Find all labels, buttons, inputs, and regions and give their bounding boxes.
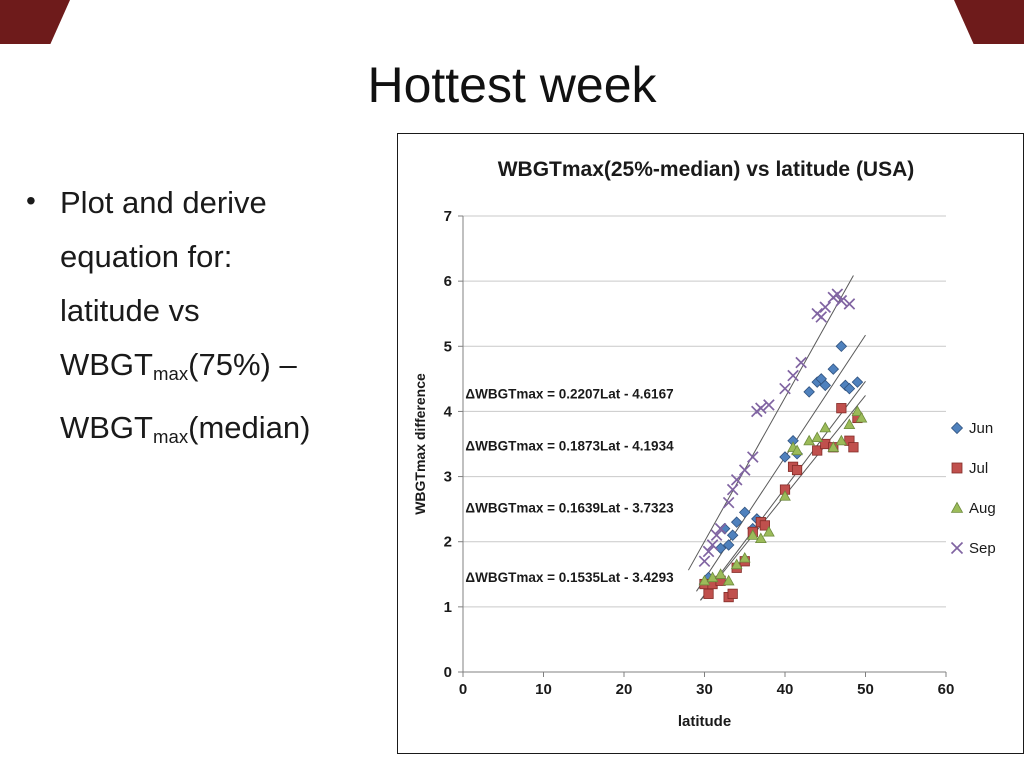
svg-text:ΔWBGTmax = 0.1639Lat - 3.7323: ΔWBGTmax = 0.1639Lat - 3.7323 xyxy=(465,500,674,515)
series-jun xyxy=(698,340,863,590)
svg-text:Aug: Aug xyxy=(969,500,996,517)
legend-item-aug: Aug xyxy=(950,500,996,517)
svg-text:1: 1 xyxy=(443,599,451,616)
svg-text:Jul: Jul xyxy=(969,460,988,477)
svg-text:2: 2 xyxy=(443,534,451,551)
svg-text:60: 60 xyxy=(937,681,954,698)
svg-text:ΔWBGTmax = 0.2207Lat - 4.6167: ΔWBGTmax = 0.2207Lat - 4.6167 xyxy=(465,386,673,401)
legend-item-jun: Jun xyxy=(950,420,993,437)
chart-box: 0 10 20 30 40 50 60 0 1 2 3 4 5 6 7 WBGTmax(25%-median)… xyxy=(397,133,1024,754)
svg-text:50: 50 xyxy=(857,681,874,698)
svg-text:40: 40 xyxy=(776,681,793,698)
svg-text:ΔWBGTmax = 0.1873Lat - 4.1934: ΔWBGTmax = 0.1873Lat - 4.1934 xyxy=(465,439,674,454)
bullet-text: Plot and derive equation for: latitude v… xyxy=(60,185,311,448)
slide-title: Hottest week xyxy=(367,57,657,113)
svg-text:5: 5 xyxy=(443,338,451,355)
svg-text:4: 4 xyxy=(443,403,452,420)
svg-text:Jun: Jun xyxy=(969,420,993,437)
chart-svg: 0 10 20 30 40 50 60 0 1 2 3 4 5 6 7 WBGTmax(25%-median)… xyxy=(412,158,996,730)
svg-text:3: 3 xyxy=(443,469,451,486)
svg-text:0: 0 xyxy=(458,681,466,698)
svg-text:latitude: latitude xyxy=(677,713,730,730)
svg-text:WBGTmax(25%-median) vs latitud: WBGTmax(25%-median) vs latitude (USA) xyxy=(497,158,914,181)
series-jul xyxy=(698,403,863,603)
legend-item-sep: Sep xyxy=(950,540,996,557)
svg-text:20: 20 xyxy=(615,681,632,698)
legend-item-jul: Jul xyxy=(951,460,988,477)
bullet-item: • Plot and derive equation for: latitude… xyxy=(24,176,326,464)
svg-text:WBGTmax difference: WBGTmax difference xyxy=(412,373,428,515)
bullet-marker: • xyxy=(26,185,36,216)
svg-text:ΔWBGTmax = 0.1535Lat - 3.4293: ΔWBGTmax = 0.1535Lat - 3.4293 xyxy=(465,570,674,585)
corner-accent-right xyxy=(954,0,1024,44)
svg-text:Sep: Sep xyxy=(969,540,996,557)
svg-text:6: 6 xyxy=(443,273,451,290)
svg-text:30: 30 xyxy=(696,681,713,698)
corner-accent-left xyxy=(0,0,70,44)
svg-text:7: 7 xyxy=(443,208,451,225)
svg-text:0: 0 xyxy=(443,664,451,681)
series-aug xyxy=(698,405,867,586)
svg-text:10: 10 xyxy=(535,681,552,698)
series-sep xyxy=(698,288,855,568)
